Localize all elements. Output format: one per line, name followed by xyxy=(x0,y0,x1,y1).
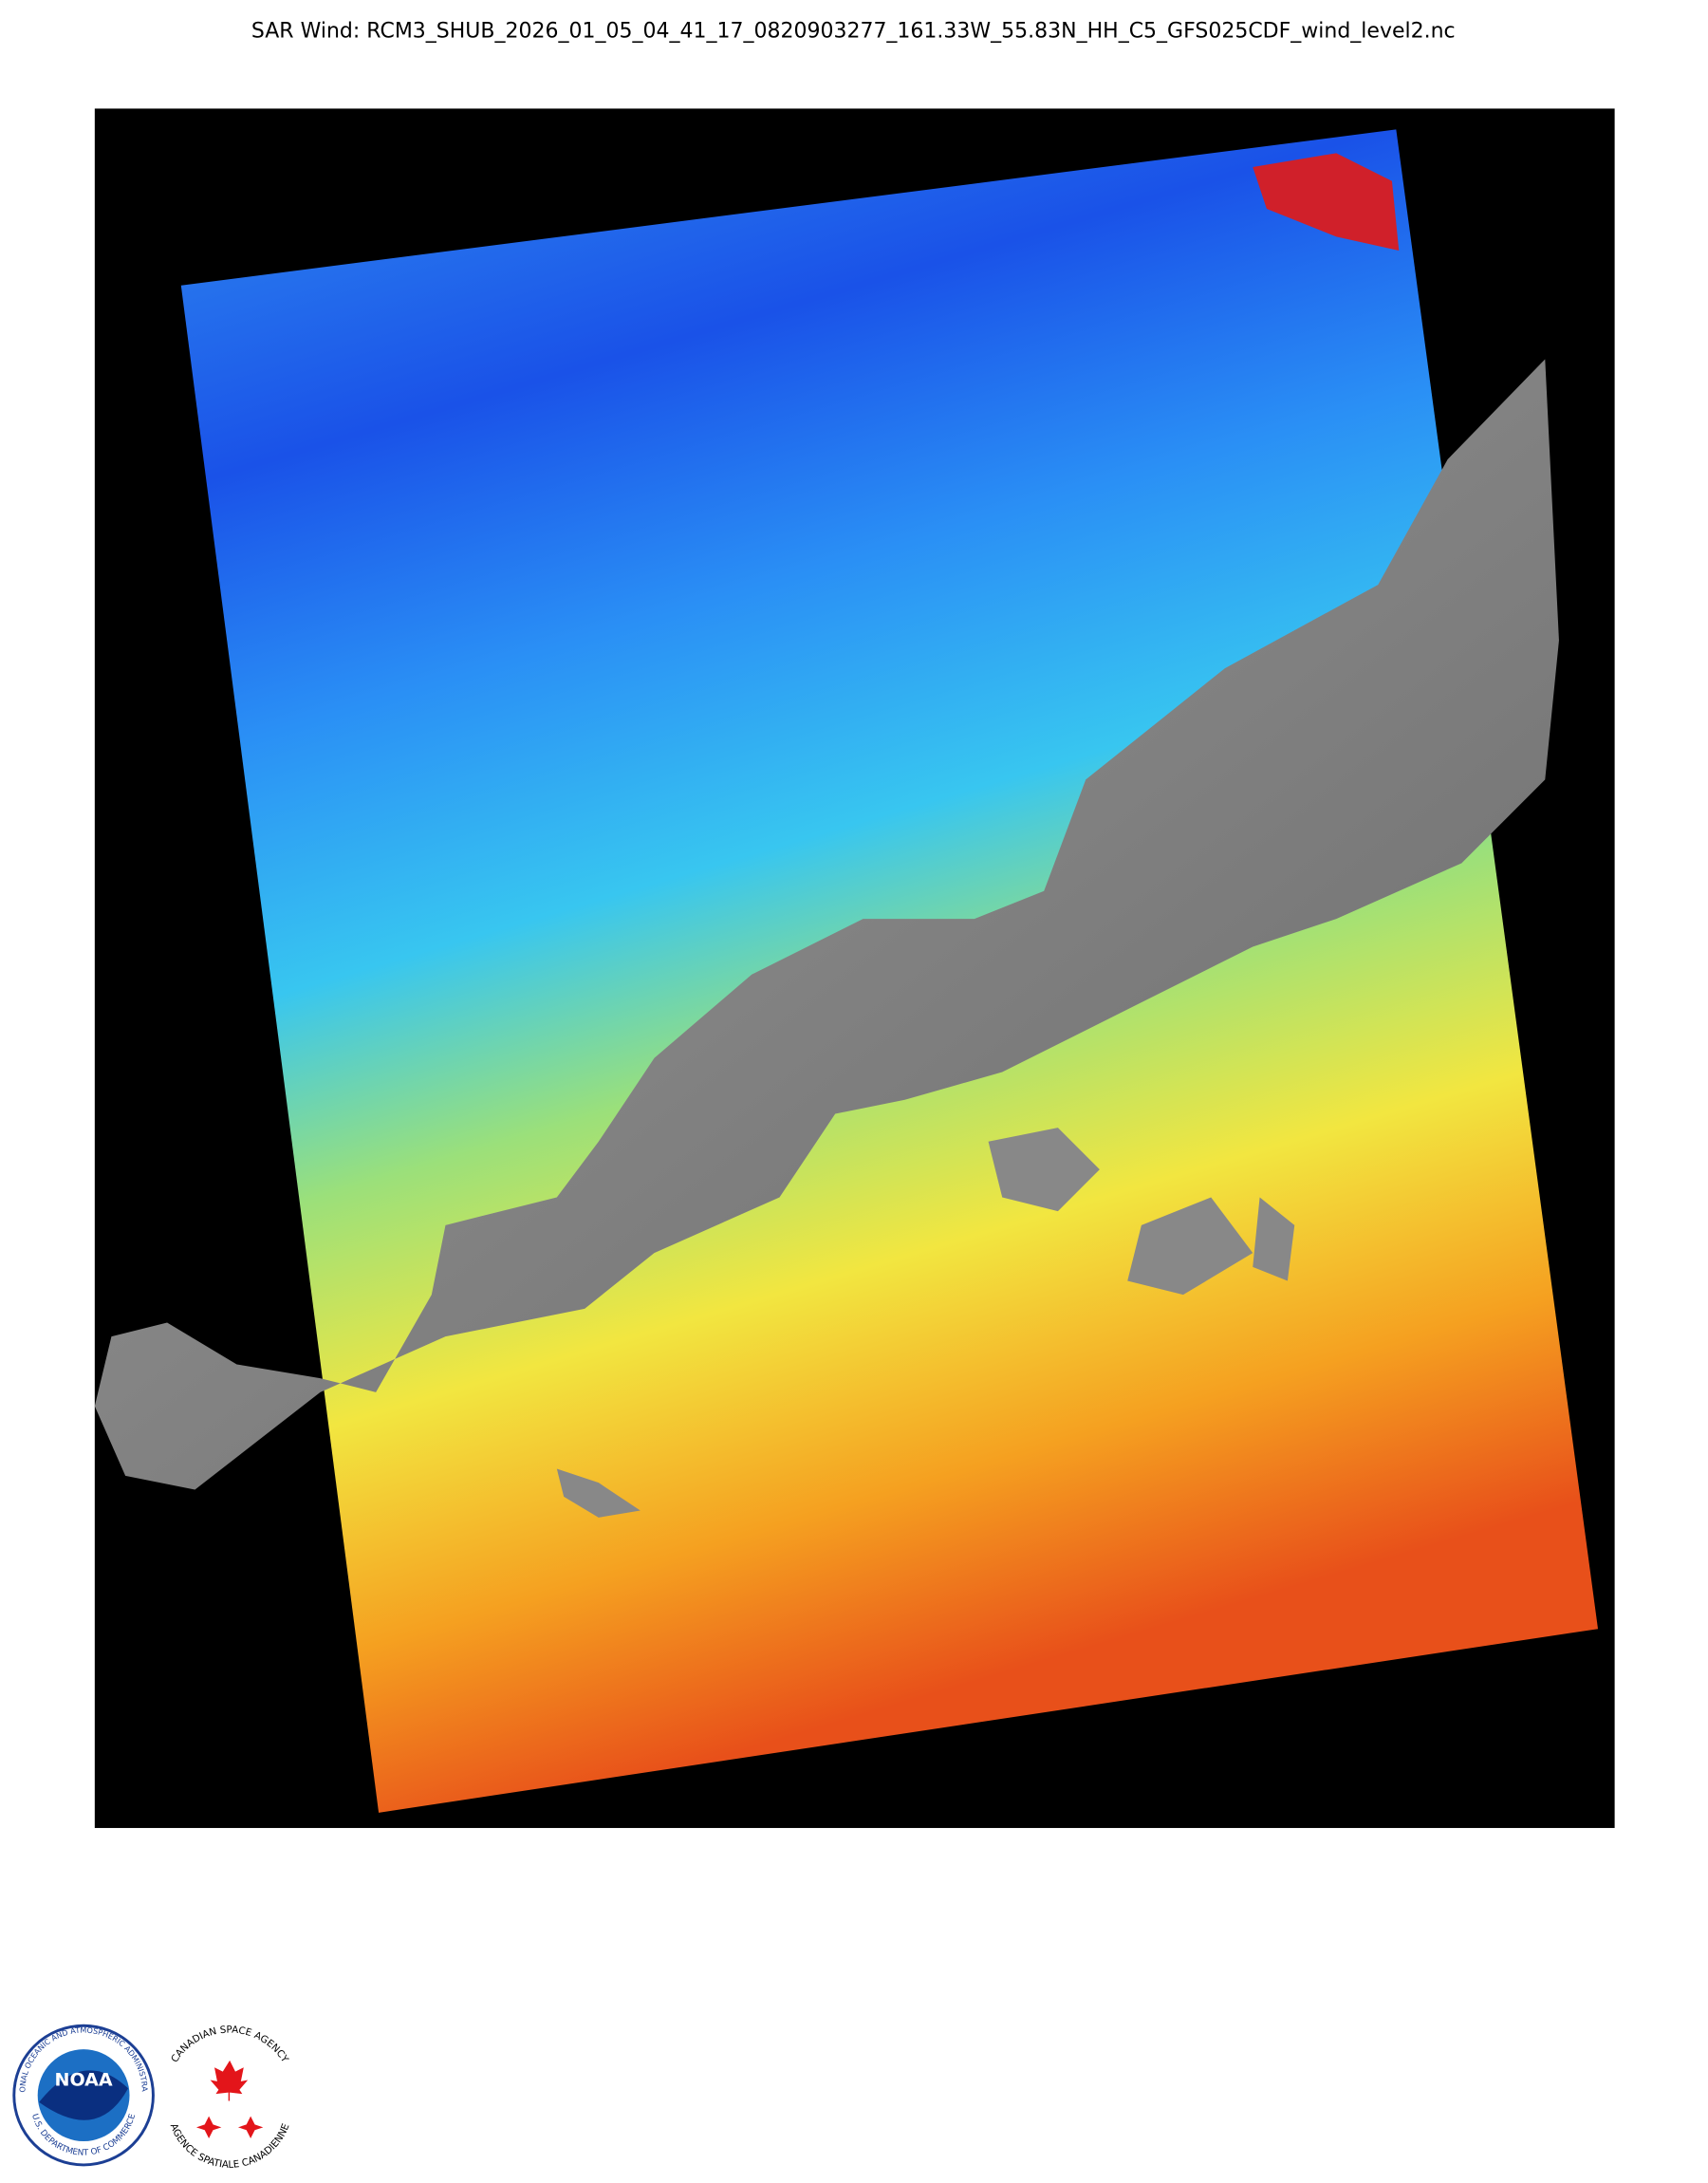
noaa-bird xyxy=(39,2070,129,2120)
island xyxy=(556,1468,640,1518)
title: SAR Wind: RCM3_SHUB_2026_01_05_04_41_17_… xyxy=(251,20,1456,44)
csa-logo: CANADIAN SPACE AGENCY AGENCE SPATIALE CA… xyxy=(168,2024,292,2171)
map xyxy=(94,108,1615,1828)
csa-bottom: AGENCE SPATIALE CANADIENNE xyxy=(168,2122,292,2171)
csa-top: CANADIAN SPACE AGENCY xyxy=(169,2024,291,2065)
alaska-peninsula xyxy=(94,359,1559,1490)
csa-ring-text: CANADIAN SPACE AGENCY xyxy=(169,2024,291,2065)
island xyxy=(1253,1197,1295,1281)
stars xyxy=(195,2116,264,2139)
island xyxy=(1127,1197,1253,1296)
high-wind-patch xyxy=(1253,153,1400,252)
csa-ring-text: AGENCE SPATIALE CANADIENNE xyxy=(168,2122,292,2171)
noaa-text: NOAA xyxy=(55,2069,113,2090)
island xyxy=(988,1128,1100,1212)
maple-leaf xyxy=(210,2060,249,2101)
